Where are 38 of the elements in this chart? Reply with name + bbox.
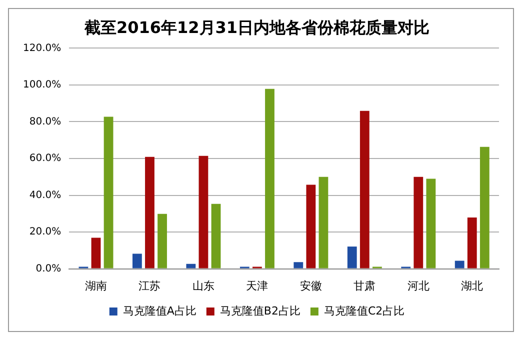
legend-label: 马克隆值B2占比	[220, 304, 300, 318]
bar	[265, 88, 274, 268]
y-tick-label: 0.0%	[36, 263, 62, 274]
bar	[132, 254, 142, 268]
legend-label: 马克隆值C2占比	[324, 304, 405, 318]
x-tick-label: 甘肃	[354, 279, 376, 292]
y-tick-label: 100.0%	[22, 80, 62, 91]
x-tick-label: 湖北	[461, 279, 484, 292]
bar	[211, 204, 221, 268]
x-tick-label: 天津	[246, 279, 268, 292]
bar	[186, 264, 196, 268]
bar	[454, 260, 464, 268]
bar	[158, 214, 167, 268]
x-tick-label: 安徽	[300, 279, 322, 292]
bar	[306, 184, 316, 268]
y-tick-label: 80.0%	[29, 116, 62, 128]
y-tick-label: 120.0%	[22, 42, 62, 54]
bar	[347, 246, 357, 268]
y-tick-label: 60.0%	[29, 153, 62, 164]
bar	[426, 178, 436, 268]
x-tick-label: 山东	[192, 279, 214, 292]
legend-label: 马克隆值A占比	[122, 304, 196, 318]
chart-title: 截至2016年12月31日内地各省份棉花质量对比	[83, 18, 430, 37]
bar	[414, 176, 424, 268]
x-tick-label: 江苏	[138, 279, 161, 292]
y-tick-label: 20.0%	[29, 226, 62, 238]
bar	[480, 146, 490, 268]
bar	[198, 156, 208, 268]
bar	[318, 176, 328, 268]
y-tick-label: 40.0%	[29, 190, 62, 201]
bar	[91, 238, 101, 268]
bar	[145, 156, 154, 268]
x-tick-label: 湖南	[84, 279, 107, 292]
bar	[104, 116, 114, 268]
bar	[467, 218, 477, 268]
bar	[360, 110, 370, 268]
bar	[294, 262, 304, 268]
x-tick-label: 河北	[407, 279, 430, 292]
